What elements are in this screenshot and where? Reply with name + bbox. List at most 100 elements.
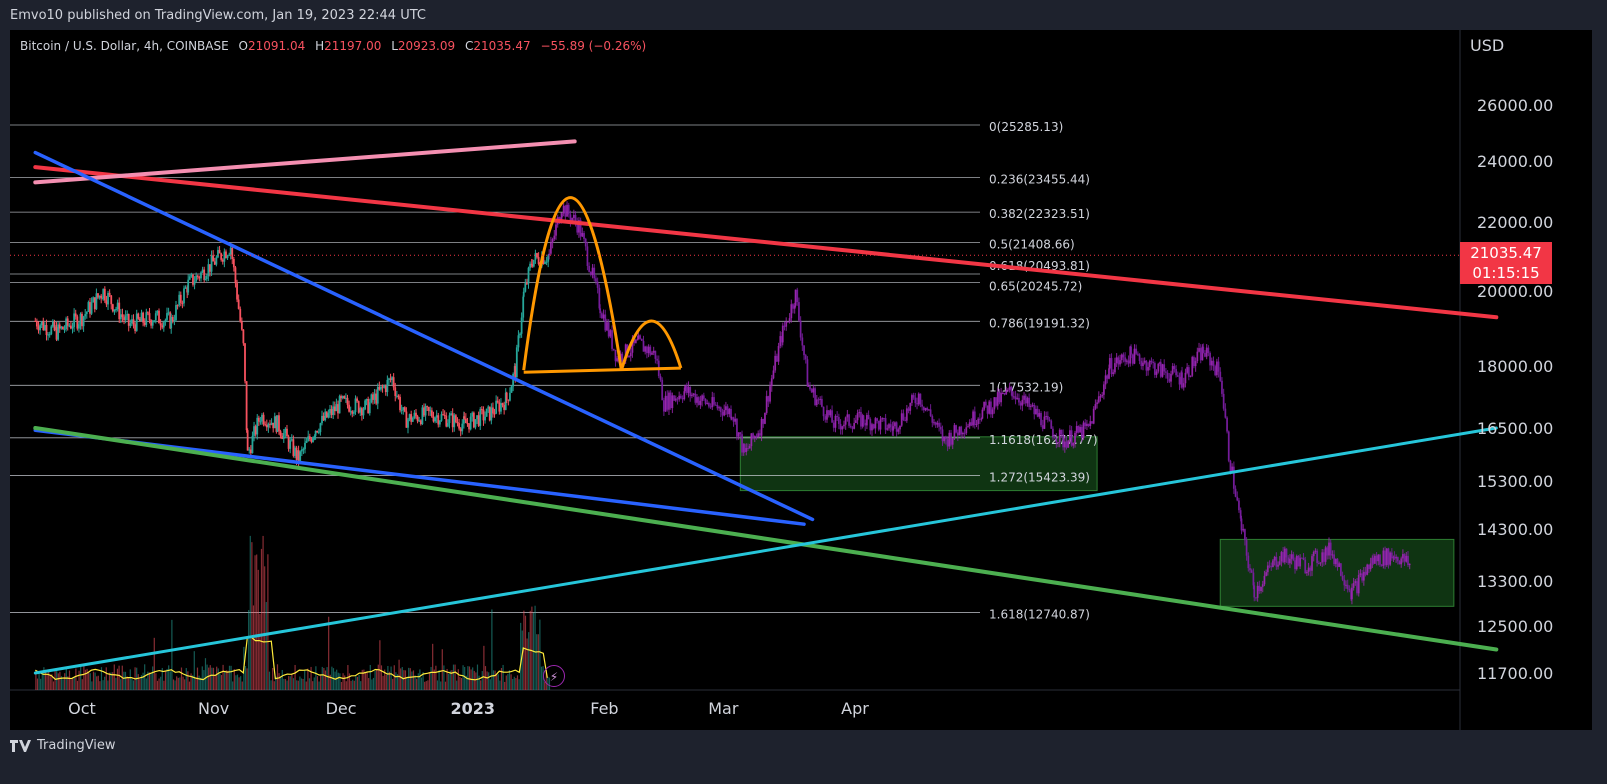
projection-candle-336 bbox=[1108, 368, 1110, 379]
projection-candle-440 bbox=[1278, 561, 1281, 565]
volume-bar-153 bbox=[280, 677, 282, 690]
support-zone-2[interactable] bbox=[1219, 538, 1455, 607]
volume-bar-149 bbox=[273, 681, 275, 690]
trendline-cyan-rising[interactable] bbox=[33, 426, 1498, 675]
projection-candle-393 bbox=[1201, 346, 1204, 361]
price-axis-currency: USD bbox=[1470, 36, 1504, 55]
price-candle-275 bbox=[464, 418, 467, 424]
projection-candle-401 bbox=[1214, 366, 1217, 376]
volume-bar-57 bbox=[126, 676, 128, 690]
price-candle-50 bbox=[111, 304, 114, 312]
price-candle-123 bbox=[226, 255, 229, 259]
price-candle-196 bbox=[340, 396, 342, 399]
projection-candle-217 bbox=[907, 408, 910, 411]
projection-candle-110 bbox=[730, 417, 733, 419]
price-candle-26 bbox=[74, 313, 77, 317]
price-candle-222 bbox=[381, 386, 384, 388]
trendline-pink-ma[interactable] bbox=[33, 139, 577, 185]
high-value: 21197.00 bbox=[324, 39, 382, 53]
price-candle-278 bbox=[469, 416, 472, 430]
projection-candle-216 bbox=[905, 408, 908, 421]
volume-bar-75 bbox=[155, 673, 157, 690]
pattern-left-arch[interactable] bbox=[522, 196, 623, 371]
projection-candle-13 bbox=[569, 214, 572, 222]
price-candle-261 bbox=[443, 414, 446, 416]
volume-bar-103 bbox=[200, 677, 202, 690]
price-candle-186 bbox=[324, 411, 327, 421]
lightning-icon[interactable]: ⚡ bbox=[543, 665, 565, 687]
price-candle-133 bbox=[242, 329, 245, 344]
projection-candle-200 bbox=[879, 419, 882, 430]
price-candle-245 bbox=[418, 420, 421, 422]
price-candle-291 bbox=[490, 407, 493, 421]
projection-candle-61 bbox=[649, 346, 652, 355]
price-candle-139 bbox=[251, 435, 254, 454]
pattern-right-arch[interactable] bbox=[619, 319, 683, 371]
publisher-caption: Emvo10 published on TradingView.com, Jan… bbox=[10, 8, 426, 23]
price-chart[interactable]: 0(25285.13) 0.236(23455.44) 0.382(22323.51… bbox=[10, 30, 1592, 730]
trendline-green-support[interactable] bbox=[33, 426, 1499, 652]
projection-candle-231 bbox=[931, 416, 934, 423]
price-candle-269 bbox=[456, 422, 459, 424]
price-candle-122 bbox=[225, 251, 227, 259]
symbol-title[interactable]: Bitcoin / U.S. Dollar, 4h, COINBASE bbox=[20, 39, 229, 53]
projection-candle-327 bbox=[1092, 408, 1095, 424]
projection-candle-283 bbox=[1018, 397, 1020, 403]
pattern-neckline[interactable] bbox=[523, 366, 681, 374]
volume-bar-69 bbox=[145, 678, 147, 690]
projection-candle-454 bbox=[1302, 557, 1305, 560]
projection-candle-202 bbox=[882, 418, 885, 420]
support-zone-1[interactable] bbox=[739, 436, 1098, 492]
volume-bar-244 bbox=[425, 681, 427, 690]
volume-bar-12 bbox=[54, 670, 56, 690]
volume-bar-118 bbox=[224, 671, 226, 690]
volume-bar-168 bbox=[304, 670, 306, 690]
price-candle-280 bbox=[472, 412, 475, 428]
projection-candle-240 bbox=[946, 439, 949, 447]
projection-candle-233 bbox=[934, 422, 937, 425]
price-candle-195 bbox=[338, 396, 341, 414]
volume-bar-86 bbox=[172, 679, 175, 690]
tradingview-logo-icon[interactable] bbox=[10, 739, 32, 752]
trendline-blue-upper[interactable] bbox=[33, 150, 815, 522]
volume-bar-176 bbox=[316, 676, 319, 690]
projection-candle-30 bbox=[598, 287, 601, 309]
price-candle-134 bbox=[244, 343, 246, 382]
volume-bar-23 bbox=[72, 678, 74, 690]
price-candle-311 bbox=[520, 317, 523, 334]
chart-area[interactable]: 0(25285.13) 0.236(23455.44) 0.382(22323.51… bbox=[10, 30, 1592, 730]
projection-candle-159 bbox=[810, 389, 813, 393]
projection-candle-173 bbox=[834, 415, 837, 428]
price-candle-85 bbox=[167, 312, 170, 314]
price-candle-101 bbox=[192, 274, 194, 285]
price-candle-141 bbox=[254, 426, 257, 435]
fib-level-label-0: 0(25285.13) bbox=[989, 120, 1063, 134]
price-candle-267 bbox=[453, 415, 456, 428]
volume-bar-308 bbox=[528, 632, 530, 690]
projection-candle-191 bbox=[864, 422, 867, 426]
volume-bar-207 bbox=[366, 672, 368, 690]
projection-candle-205 bbox=[888, 424, 890, 429]
volume-bar-26 bbox=[76, 680, 79, 690]
projection-candle-350 bbox=[1130, 346, 1132, 355]
x-tick-label-0: Oct bbox=[68, 699, 96, 718]
volume-bar-178 bbox=[320, 674, 322, 690]
volume-bar-212 bbox=[374, 670, 376, 690]
close-value: 21035.47 bbox=[473, 39, 531, 53]
price-candle-113 bbox=[210, 255, 213, 272]
projection-candle-236 bbox=[939, 426, 942, 430]
projection-candle-131 bbox=[765, 396, 768, 413]
projection-candle-104 bbox=[721, 412, 724, 416]
price-candle-110 bbox=[205, 276, 208, 280]
projection-candle-405 bbox=[1221, 380, 1223, 394]
volume-bar-246 bbox=[428, 672, 431, 690]
projection-candle-166 bbox=[822, 406, 825, 417]
volume-bar-267 bbox=[462, 665, 464, 690]
projection-candle-364 bbox=[1153, 363, 1156, 375]
price-candle-98 bbox=[187, 279, 190, 293]
footer-brand[interactable]: TradingView bbox=[37, 738, 116, 753]
volume-bar-142 bbox=[262, 535, 264, 690]
projection-candle-241 bbox=[948, 432, 951, 447]
trendline-red-resistance[interactable] bbox=[33, 165, 1499, 320]
projection-candle-295 bbox=[1038, 413, 1041, 417]
